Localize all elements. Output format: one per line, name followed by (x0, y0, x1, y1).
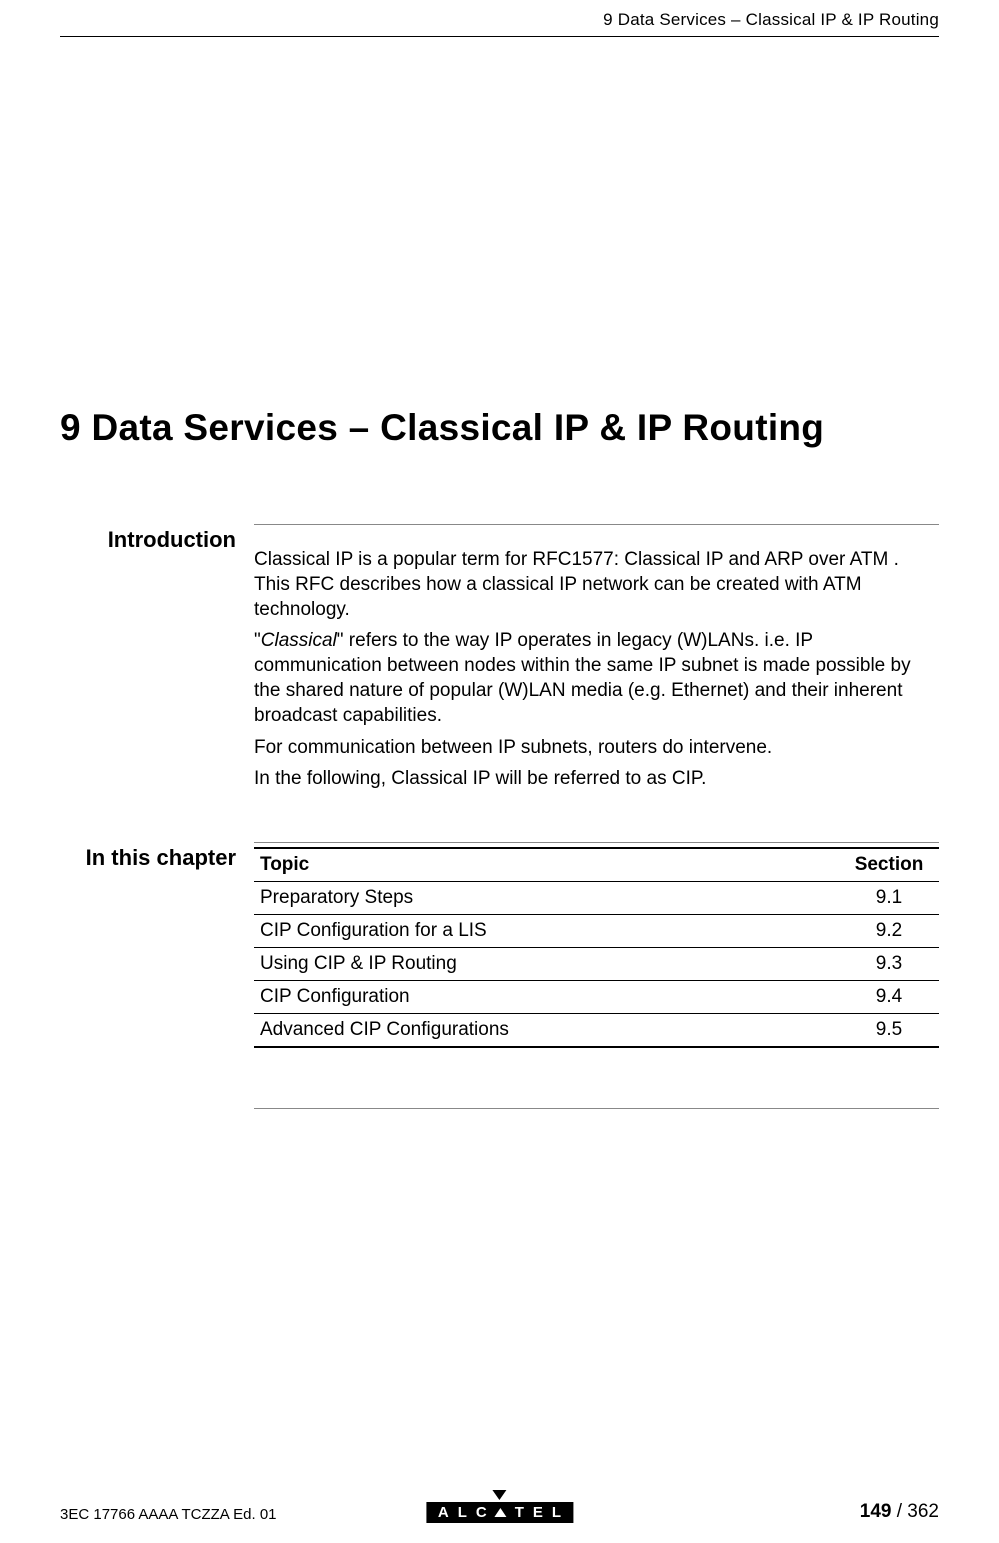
logo-text-left: ALC (438, 1505, 496, 1520)
col-header-topic: Topic (254, 848, 839, 882)
section-label-in-this-chapter: In this chapter (60, 842, 236, 1048)
section-introduction: Introduction Classical IP is a popular t… (60, 524, 939, 797)
cell-topic: Preparatory Steps (254, 881, 839, 914)
cell-topic: Advanced CIP Configurations (254, 1013, 839, 1047)
logo-text-right: TEL (515, 1505, 570, 1520)
cell-section: 9.2 (839, 914, 939, 947)
cell-topic: Using CIP & IP Routing (254, 947, 839, 980)
section-end-rule (254, 1108, 939, 1109)
cell-topic: CIP Configuration for a LIS (254, 914, 839, 947)
intro-para-4: In the following, Classical IP will be r… (254, 766, 939, 791)
table-row: CIP Configuration 9.4 (254, 980, 939, 1013)
logo-arrow-down-icon (492, 1490, 506, 1500)
intro-para-3: For communication between IP subnets, ro… (254, 735, 939, 760)
footer-page-number: 149 / 362 (860, 1501, 939, 1523)
intro-p2-italic: Classical (261, 630, 337, 651)
logo-arrow-up-icon (495, 1508, 507, 1517)
section-label-introduction: Introduction (60, 524, 236, 797)
chapter-title: 9 Data Services – Classical IP & IP Rout… (60, 407, 939, 449)
page-footer: 3EC 17766 AAAA TCZZA Ed. 01 ALC TEL 149 /… (60, 1501, 939, 1523)
page-sep: / (891, 1501, 907, 1522)
intro-para-2: "Classical" refers to the way IP operate… (254, 628, 939, 728)
table-row: Preparatory Steps 9.1 (254, 881, 939, 914)
table-row: Advanced CIP Configurations 9.5 (254, 1013, 939, 1047)
topic-table: Topic Section Preparatory Steps 9.1 CIP … (254, 847, 939, 1048)
cell-section: 9.3 (839, 947, 939, 980)
page-current: 149 (860, 1501, 892, 1522)
footer-doc-ref: 3EC 17766 AAAA TCZZA Ed. 01 (60, 1506, 277, 1523)
page: 9 Data Services – Classical IP & IP Rout… (0, 0, 999, 1543)
intro-p2-rest: " refers to the way IP operates in legac… (254, 630, 911, 726)
col-header-section: Section (839, 848, 939, 882)
table-header-row: Topic Section (254, 848, 939, 882)
alcatel-logo: ALC TEL (426, 1502, 573, 1523)
page-total: 362 (907, 1501, 939, 1522)
cell-section: 9.1 (839, 881, 939, 914)
section-body-in-this-chapter: Topic Section Preparatory Steps 9.1 CIP … (254, 842, 939, 1048)
intro-para-1: Classical IP is a popular term for RFC15… (254, 547, 939, 622)
running-header: 9 Data Services – Classical IP & IP Rout… (60, 10, 939, 37)
table-row: Using CIP & IP Routing 9.3 (254, 947, 939, 980)
cell-section: 9.4 (839, 980, 939, 1013)
table-row: CIP Configuration for a LIS 9.2 (254, 914, 939, 947)
section-body-introduction: Classical IP is a popular term for RFC15… (254, 524, 939, 797)
intro-p2-prefix: " (254, 630, 261, 651)
cell-section: 9.5 (839, 1013, 939, 1047)
footer-logo: ALC TEL (426, 1490, 573, 1523)
section-in-this-chapter: In this chapter Topic Section Preparator… (60, 842, 939, 1048)
cell-topic: CIP Configuration (254, 980, 839, 1013)
